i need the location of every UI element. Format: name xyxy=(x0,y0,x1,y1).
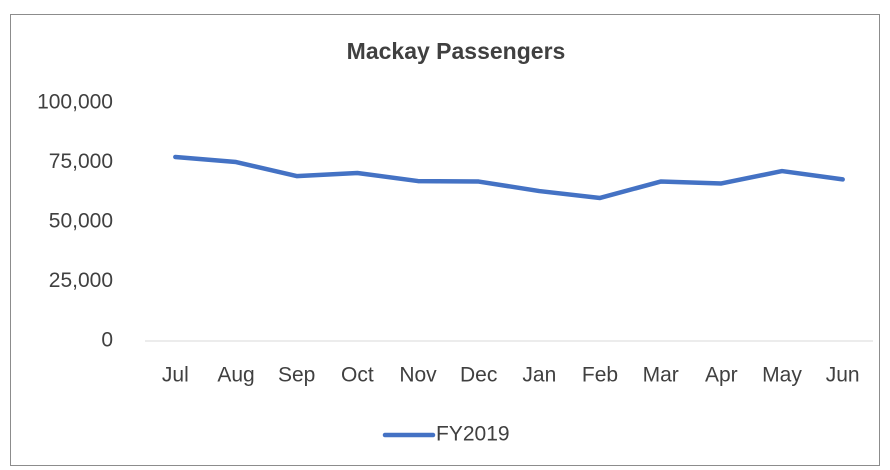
y-tick-label: 50,000 xyxy=(49,210,113,233)
legend-label: FY2019 xyxy=(436,423,510,446)
chart-border xyxy=(10,14,880,466)
x-tick-label: Aug xyxy=(217,364,254,387)
data-line xyxy=(173,154,845,201)
x-tick-label: Jun xyxy=(826,364,860,387)
y-tick-label: 0 xyxy=(101,329,113,352)
y-tick-label: 75,000 xyxy=(49,150,113,173)
y-tick-label: 100,000 xyxy=(37,91,113,114)
x-tick-label: Dec xyxy=(460,364,497,387)
x-tick-label: Feb xyxy=(582,364,618,387)
x-tick-label: Apr xyxy=(705,364,738,387)
chart-title: Mackay Passengers xyxy=(347,38,566,64)
x-tick-label: Sep xyxy=(278,364,315,387)
x-tick-label: Mar xyxy=(643,364,679,387)
x-tick-label: Jul xyxy=(162,364,189,387)
x-tick-label: Jan xyxy=(522,364,556,387)
x-tick-label: Nov xyxy=(399,364,437,387)
x-tick-label: Oct xyxy=(341,364,374,387)
y-tick-label: 25,000 xyxy=(49,269,113,292)
x-tick-label: May xyxy=(762,364,802,387)
